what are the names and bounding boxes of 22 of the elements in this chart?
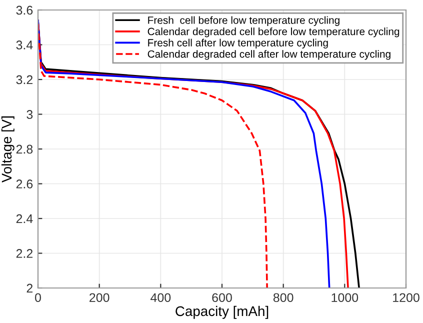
legend-label: Fresh cell before low temperature cycling [148,16,340,26]
y-tick-label: 2.6 [16,180,33,188]
y-tick-label: 3 [26,110,33,119]
x-tick-label: 200 [90,293,110,302]
legend-label: Calendar degraded cell before low temperature cycling [148,28,400,38]
x-tick-label: 0 [35,293,41,302]
x-tick-label: 400 [150,293,171,302]
y-tick-label: 2.2 [16,249,33,258]
legend-label: Fresh cell after low temperature cycling [148,38,328,49]
y-tick-label: 3.6 [16,6,33,15]
x-axis-title: Capacity [mAh] [176,306,268,319]
x-tick-label: 600 [212,293,232,302]
x-tick-label: 1200 [393,293,420,302]
y-tick-label: 2.8 [16,144,33,154]
legend-label: Calendar degraded cell after low temperature cycling [148,50,390,60]
y-tick-label: 3.4 [16,40,33,50]
y-axis-title: Voltage [V] [1,116,14,183]
y-tick-label: 2.4 [16,214,33,224]
x-tick-label: 1000 [332,293,358,302]
y-tick-label: 2 [26,284,33,293]
x-tick-label: 800 [273,293,294,302]
y-tick-label: 3.2 [16,75,33,84]
